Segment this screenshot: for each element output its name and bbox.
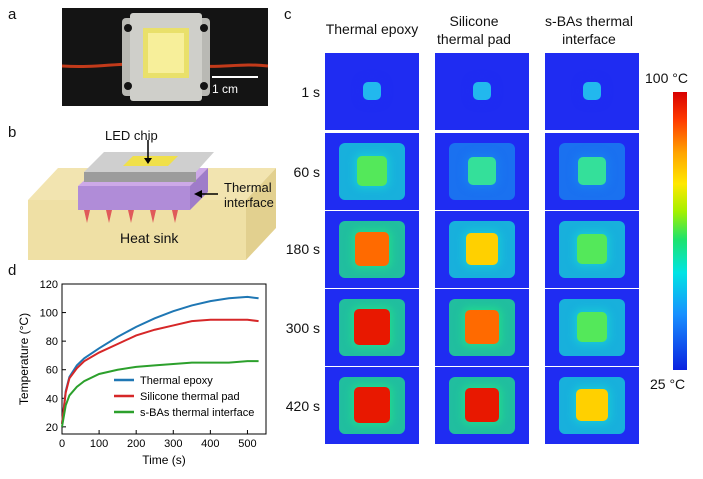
y-tick-label: 80 xyxy=(46,336,58,348)
panel-label-a: a xyxy=(8,6,17,23)
series-line-1 xyxy=(61,295,259,425)
chart-svg: 0 100 200 300 400 500 20 40 60 80 100 120 Time (s) Te… xyxy=(17,279,267,467)
row-label-300s: 300 s xyxy=(285,320,320,336)
temperature-chart: 0 100 200 300 400 500 20 40 60 80 100 120 Time (s) Te… xyxy=(16,274,276,474)
thermal-image-r1-c1 xyxy=(325,53,419,130)
column-header-silicone: Silicone thermal pad xyxy=(437,13,511,47)
colorbar-min-label: 25 °C xyxy=(650,376,686,392)
y-tick-label: 100 xyxy=(40,308,58,320)
y-tick-label: 40 xyxy=(46,393,58,405)
thermal-image-r5-c2 xyxy=(435,367,529,444)
x-axis-label: Time (s) xyxy=(142,453,186,467)
scale-bar-label: 1 cm xyxy=(212,82,239,96)
thermal-image-r1-c3 xyxy=(545,53,639,130)
row-label-60s: 60 s xyxy=(293,164,320,180)
row-label-1s: 1 s xyxy=(301,84,320,100)
led-photo: 1 cm xyxy=(62,8,268,106)
thermal-image-r3-c1 xyxy=(325,211,419,288)
y-tick-label: 120 xyxy=(40,279,58,291)
thermal-image-r5-c1 xyxy=(325,367,419,444)
x-tick-label: 100 xyxy=(90,438,108,450)
panel-label-b: b xyxy=(8,124,17,141)
series-line-2 xyxy=(61,318,259,425)
thermal-interface-label: Thermal interface xyxy=(224,180,274,210)
thermal-image-r4-c3 xyxy=(545,289,639,366)
scale-bar xyxy=(212,76,258,78)
panel-label-d: d xyxy=(8,262,17,279)
thermal-image-r2-c1 xyxy=(325,133,419,210)
column-header-epoxy: Thermal epoxy xyxy=(325,21,419,37)
y-axis-label: Temperature (°C) xyxy=(17,313,31,405)
row-label-420s: 420 s xyxy=(285,398,320,414)
thermal-image-r4-c2 xyxy=(435,289,529,366)
schematic-drawing xyxy=(28,140,276,260)
heat-sink-label: Heat sink xyxy=(120,230,179,246)
colorbar-max-label: 100 °C xyxy=(645,70,688,86)
heat-flow-arrows xyxy=(84,210,178,223)
x-tick-label: 500 xyxy=(238,438,256,450)
thermal-image-r2-c3 xyxy=(545,133,639,210)
legend-entry-1: Thermal epoxy xyxy=(140,375,213,387)
plot-frame xyxy=(61,283,267,435)
row-label-180s: 180 s xyxy=(285,241,320,257)
thermal-image-r1-c2 xyxy=(435,53,529,130)
y-tick-label: 60 xyxy=(46,365,58,377)
thermal-image-r3-c2 xyxy=(435,211,529,288)
panel-label-c: c xyxy=(284,6,292,23)
legend-entry-2: Silicone thermal pad xyxy=(140,391,240,403)
thermal-image-r2-c2 xyxy=(435,133,529,210)
y-tick-label: 20 xyxy=(46,422,58,434)
colorbar xyxy=(673,92,687,370)
led-photo-drawing xyxy=(62,13,268,101)
thermal-image-r4-c1 xyxy=(325,289,419,366)
x-tick-label: 400 xyxy=(201,438,219,450)
column-header-sbas: s-BAs thermal interface xyxy=(545,13,633,47)
x-tick-label: 0 xyxy=(59,438,65,450)
led-chip-label: LED chip xyxy=(105,128,158,143)
x-tick-label: 200 xyxy=(127,438,145,450)
thermal-image-r3-c3 xyxy=(545,211,639,288)
thermal-image-grid: Thermal epoxy Silicone thermal pad s-BAs… xyxy=(284,0,703,475)
legend-entry-3: s-BAs thermal interface xyxy=(140,407,254,419)
x-tick-label: 300 xyxy=(164,438,182,450)
schematic: LED chip Thermal interface Heat sink xyxy=(28,128,276,260)
thermal-image-r5-c3 xyxy=(545,367,639,444)
series-line-3 xyxy=(61,360,259,428)
